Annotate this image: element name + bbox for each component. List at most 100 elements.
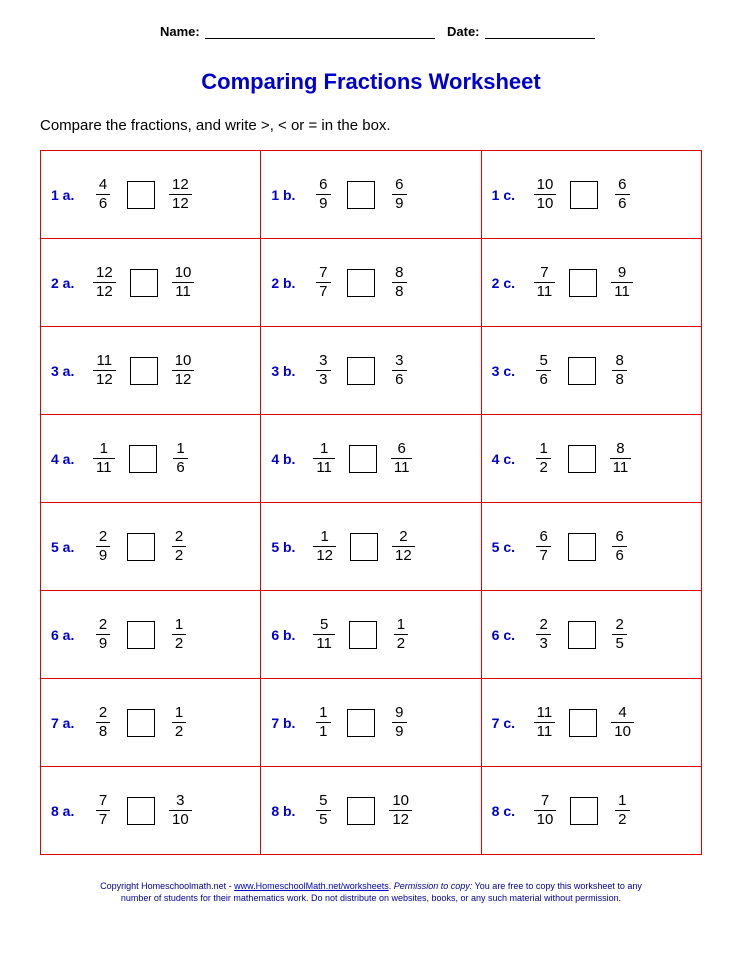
fraction: 1010 — [534, 177, 557, 213]
problem-label: 3 c. — [492, 363, 520, 379]
problem-label: 8 a. — [51, 803, 79, 819]
numerator: 3 — [316, 353, 330, 371]
fraction: 33 — [313, 353, 333, 389]
footer: Copyright Homeschoolmath.net - www.Homes… — [40, 881, 702, 904]
answer-box[interactable] — [127, 533, 155, 561]
problem: 6 c.2325 — [492, 617, 691, 653]
fraction: 36 — [389, 353, 409, 389]
numerator: 6 — [316, 177, 330, 195]
problem-grid: 1 a.4612121 b.69691 c.1010662 a.12121011… — [40, 150, 702, 855]
answer-box[interactable] — [569, 269, 597, 297]
answer-box[interactable] — [568, 445, 596, 473]
answer-box[interactable] — [570, 797, 598, 825]
answer-box[interactable] — [127, 181, 155, 209]
footer-line2: number of students for their mathematics… — [121, 893, 621, 903]
fraction: 28 — [93, 705, 113, 741]
fraction: 29 — [93, 617, 113, 653]
numerator: 1 — [394, 617, 408, 635]
denominator: 7 — [536, 546, 550, 565]
denominator: 2 — [172, 634, 186, 653]
denominator: 8 — [392, 282, 406, 301]
answer-box[interactable] — [568, 357, 596, 385]
numerator: 3 — [173, 793, 187, 811]
problem-cell: 3 a.11121012 — [41, 327, 261, 415]
footer-link[interactable]: www.HomeschoolMath.net/worksheets — [234, 881, 389, 891]
denominator: 11 — [313, 458, 335, 477]
answer-box[interactable] — [127, 621, 155, 649]
numerator: 10 — [172, 265, 195, 283]
problem-cell: 6 a.2912 — [41, 591, 261, 679]
answer-box[interactable] — [349, 445, 377, 473]
answer-box[interactable] — [130, 357, 158, 385]
fraction: 56 — [534, 353, 554, 389]
fraction: 77 — [313, 265, 333, 301]
problem: 8 b.551012 — [271, 793, 470, 829]
answer-box[interactable] — [127, 797, 155, 825]
numerator: 2 — [96, 617, 110, 635]
denominator: 12 — [392, 546, 415, 565]
problem-label: 8 b. — [271, 803, 299, 819]
answer-box[interactable] — [130, 269, 158, 297]
numerator: 10 — [534, 177, 557, 195]
fraction: 46 — [93, 177, 113, 213]
footer-permission-label: Permission to copy: — [394, 881, 473, 891]
numerator: 5 — [316, 793, 330, 811]
fraction: 410 — [611, 705, 634, 741]
answer-box[interactable] — [569, 709, 597, 737]
answer-box[interactable] — [568, 621, 596, 649]
problem-label: 1 a. — [51, 187, 79, 203]
fraction: 99 — [389, 705, 409, 741]
problem-label: 1 b. — [271, 187, 299, 203]
denominator: 11 — [534, 722, 556, 741]
denominator: 11 — [93, 458, 115, 477]
problem-label: 2 c. — [492, 275, 520, 291]
fraction: 1012 — [172, 353, 195, 389]
denominator: 6 — [612, 546, 626, 565]
answer-box[interactable] — [347, 181, 375, 209]
fraction: 12 — [391, 617, 411, 653]
answer-box[interactable] — [570, 181, 598, 209]
answer-box[interactable] — [568, 533, 596, 561]
problem: 1 a. 46 1212 — [51, 177, 250, 213]
numerator: 7 — [537, 265, 551, 283]
answer-box[interactable] — [347, 709, 375, 737]
problem-cell: 2 c.711911 — [481, 239, 701, 327]
answer-box[interactable] — [349, 621, 377, 649]
fraction: 511 — [313, 617, 335, 653]
denominator: 10 — [611, 722, 634, 741]
instructions: Compare the fractions, and write >, < or… — [40, 117, 702, 134]
problem-cell: 1 a. 46 1212 — [41, 151, 261, 239]
denominator: 11 — [172, 282, 194, 301]
denominator: 9 — [392, 722, 406, 741]
answer-box[interactable] — [129, 445, 157, 473]
answer-box[interactable] — [347, 269, 375, 297]
fraction: 1111 — [534, 705, 556, 741]
denominator: 12 — [389, 810, 412, 829]
problem-label: 8 c. — [492, 803, 520, 819]
date-blank[interactable] — [485, 25, 595, 39]
problem: 5 c.6766 — [492, 529, 691, 565]
problem-cell: 4 a.11116 — [41, 415, 261, 503]
denominator: 2 — [394, 634, 408, 653]
name-blank[interactable] — [205, 25, 435, 39]
numerator: 7 — [316, 265, 330, 283]
numerator: 2 — [612, 617, 626, 635]
denominator: 5 — [316, 810, 330, 829]
footer-copyright: Copyright Homeschoolmath.net - — [100, 881, 234, 891]
denominator: 6 — [96, 194, 110, 213]
answer-box[interactable] — [350, 533, 378, 561]
problem: 4 a.11116 — [51, 441, 250, 477]
answer-box[interactable] — [347, 797, 375, 825]
problem-label: 3 b. — [271, 363, 299, 379]
fraction: 69 — [389, 177, 409, 213]
denominator: 9 — [96, 546, 110, 565]
numerator: 1 — [172, 617, 186, 635]
problem-cell: 4 b.111611 — [261, 415, 481, 503]
fraction: 1212 — [169, 177, 192, 213]
fraction: 911 — [611, 265, 633, 301]
numerator: 1 — [173, 441, 187, 459]
answer-box[interactable] — [127, 709, 155, 737]
numerator: 2 — [396, 529, 410, 547]
numerator: 6 — [392, 177, 406, 195]
answer-box[interactable] — [347, 357, 375, 385]
